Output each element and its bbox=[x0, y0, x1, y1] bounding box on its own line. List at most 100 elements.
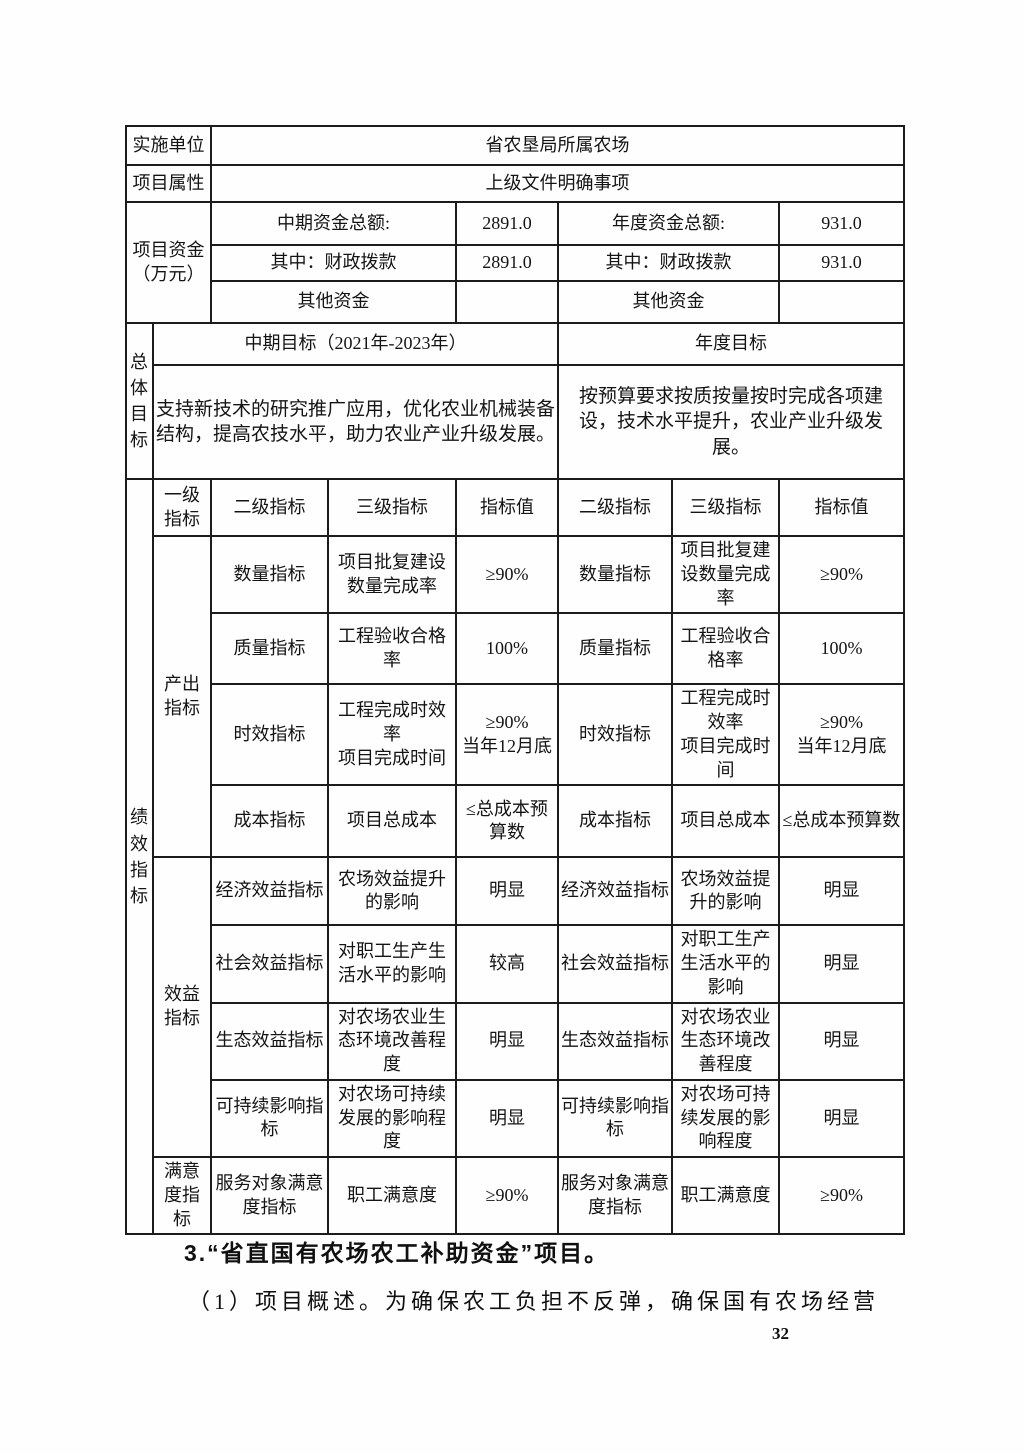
mid-fund-total-label: 中期资金总额: bbox=[210, 201, 457, 246]
value-cell: 较高 bbox=[455, 924, 559, 1004]
overall-goal-side-label: 总体目标 bbox=[125, 322, 154, 480]
year-fund-total-label: 年度资金总额: bbox=[557, 201, 780, 246]
l2-cell: 质量指标 bbox=[210, 612, 329, 686]
value-cell: 明显 bbox=[455, 1078, 559, 1159]
indicator-row: 社会效益指标 对职工生产生活水平的影响 较高 社会效益指标 对职工生产生活水平的… bbox=[126, 924, 905, 1004]
indicator-row: 时效指标 工程完成时效率 项目完成时间 ≥90% 当年12月底 时效指标 工程完… bbox=[126, 683, 905, 787]
l2-cell: 时效指标 bbox=[210, 683, 329, 787]
l3-cell: 工程完成时效率 项目完成时间 bbox=[327, 683, 457, 787]
r3-cell: 农场效益提升的影响 bbox=[671, 856, 780, 927]
value-cell: ≥90% bbox=[455, 1155, 559, 1236]
r3-cell: 项目批复建设数量完成率 bbox=[671, 534, 780, 615]
l2-cell: 成本指标 bbox=[210, 784, 329, 859]
l3-cell: 对农场农业生态环境改善程度 bbox=[327, 1001, 457, 1081]
r2-cell: 经济效益指标 bbox=[557, 856, 673, 927]
l3-cell: 农场效益提升的影响 bbox=[327, 856, 457, 927]
r3-cell: 对农场可持续发展的影响程度 bbox=[671, 1078, 780, 1159]
group-benefit-label: 效益指标 bbox=[152, 856, 212, 1158]
performance-side-label: 绩效指标 bbox=[125, 477, 154, 1236]
performance-table: 实施单位 省农垦局所属农场 项目属性 上级文件明确事项 项目资金 （万元） 中期… bbox=[125, 125, 905, 1236]
value-cell: 明显 bbox=[455, 1001, 559, 1081]
fund-label-cell: 项目资金 （万元） bbox=[125, 201, 212, 324]
rvalue-cell: 100% bbox=[778, 612, 905, 686]
rvalue-cell: 明显 bbox=[778, 1001, 905, 1081]
indicator-row: 成本指标 项目总成本 ≤总成本预算数 成本指标 项目总成本 ≤总成本预算数 bbox=[126, 784, 905, 859]
indicator-row: 效益指标 经济效益指标 农场效益提升的影响 明显 经济效益指标 农场效益提升的影… bbox=[126, 856, 905, 1158]
mid-goal-header: 中期目标（2021年-2023年） bbox=[152, 322, 559, 366]
r2-cell: 时效指标 bbox=[557, 683, 673, 787]
mid-goal-text: 支持新技术的研究推广应用，优化农业机械装备结构，提高农技水平，助力农业产业升级发… bbox=[152, 364, 559, 480]
r2-cell: 生态效益指标 bbox=[557, 1001, 673, 1081]
value-cell: 明显 bbox=[455, 856, 559, 927]
year-fiscal-value: 931.0 bbox=[778, 244, 905, 282]
r2-cell: 可持续影响指标 bbox=[557, 1078, 673, 1159]
table-row: 其他资金 其他资金 bbox=[126, 280, 905, 324]
group-output-label: 产出指标 bbox=[152, 534, 212, 859]
l2-cell: 经济效益指标 bbox=[210, 856, 329, 927]
header-value-year: 指标值 bbox=[778, 478, 905, 537]
r2-cell: 数量指标 bbox=[557, 534, 673, 615]
r3-cell: 对农场农业生态环境改善程度 bbox=[671, 1001, 780, 1081]
value-cell: ≤总成本预算数 bbox=[455, 784, 559, 859]
table-row: 项目属性 上级文件明确事项 bbox=[125, 164, 905, 203]
l2-cell: 生态效益指标 bbox=[210, 1001, 329, 1081]
rvalue-cell: ≥90% bbox=[778, 534, 905, 615]
year-other-fund-value bbox=[778, 280, 905, 324]
rvalue-cell: 明显 bbox=[778, 1078, 905, 1159]
body-paragraph: （1）项目概述。为确保农工负担不反弹，确保国有农场经营 bbox=[188, 1289, 880, 1314]
table-row: 项目资金 （万元） 中期资金总额: 2891.0 年度资金总额: 931.0 bbox=[125, 201, 905, 324]
table-row: 总体目标 中期目标（2021年-2023年） 年度目标 bbox=[125, 322, 905, 480]
mid-fund-total-value: 2891.0 bbox=[455, 201, 559, 246]
indicator-row: 质量指标 工程验收合格率 100% 质量指标 工程验收合格率 100% bbox=[126, 612, 905, 686]
indicator-row: 生态效益指标 对农场农业生态环境改善程度 明显 生态效益指标 对农场农业生态环境… bbox=[126, 1001, 905, 1081]
year-other-fund-label: 其他资金 bbox=[557, 280, 780, 324]
r2-cell: 成本指标 bbox=[557, 784, 673, 859]
r3-cell: 工程验收合格率 bbox=[671, 612, 780, 686]
rvalue-cell: ≥90% bbox=[778, 1155, 905, 1236]
year-goal-header: 年度目标 bbox=[557, 322, 905, 366]
l3-cell: 对职工生产生活水平的影响 bbox=[327, 924, 457, 1004]
rvalue-cell: 明显 bbox=[778, 924, 905, 1004]
rvalue-cell: 明显 bbox=[778, 856, 905, 927]
r3-cell: 职工满意度 bbox=[671, 1155, 780, 1236]
page-number: 32 bbox=[772, 1324, 789, 1343]
l2-cell: 服务对象满意度指标 bbox=[210, 1155, 329, 1236]
l3-cell: 职工满意度 bbox=[327, 1155, 457, 1236]
rvalue-cell: ≥90% 当年12月底 bbox=[778, 683, 905, 787]
header-level2-mid: 二级指标 bbox=[210, 478, 329, 537]
mid-other-fund-value bbox=[455, 280, 559, 324]
year-goal-text: 按预算要求按质按量按时完成各项建设，技术水平提升，农业产业升级发展。 bbox=[557, 364, 905, 480]
l3-cell: 项目总成本 bbox=[327, 784, 457, 859]
header-level2-year: 二级指标 bbox=[557, 478, 673, 537]
r3-cell: 项目总成本 bbox=[671, 784, 780, 859]
value-cell: 100% bbox=[455, 612, 559, 686]
table-row: 支持新技术的研究推广应用，优化农业机械装备结构，提高农技水平，助力农业产业升级发… bbox=[126, 364, 905, 480]
unit-value-cell: 省农垦局所属农场 bbox=[210, 125, 905, 166]
mid-fiscal-label: 其中：财政拨款 bbox=[210, 244, 457, 282]
l2-cell: 可持续影响指标 bbox=[210, 1078, 329, 1159]
value-cell: ≥90% 当年12月底 bbox=[455, 683, 559, 787]
indicator-row: 满意度指标 服务对象满意度指标 职工满意度 ≥90% 服务对象满意度指标 职工满… bbox=[126, 1155, 905, 1236]
year-fiscal-label: 其中：财政拨款 bbox=[557, 244, 780, 282]
attribute-label-cell: 项目属性 bbox=[125, 164, 212, 203]
table-row: 绩效指标 一级指标 二级指标 三级指标 指标值 二级指标 三级指标 指标值 bbox=[125, 477, 905, 1236]
header-level1: 一级指标 bbox=[152, 478, 212, 537]
r2-cell: 社会效益指标 bbox=[557, 924, 673, 1004]
table-row: 实施单位 省农垦局所属农场 bbox=[125, 125, 905, 166]
year-fund-total-value: 931.0 bbox=[778, 201, 905, 246]
table-row: 其中：财政拨款 2891.0 其中：财政拨款 931.0 bbox=[126, 244, 905, 282]
attribute-value-cell: 上级文件明确事项 bbox=[210, 164, 905, 203]
section-heading: 3.“省直国有农场农工补助资金”项目。 bbox=[184, 1240, 610, 1266]
unit-label-cell: 实施单位 bbox=[125, 125, 212, 166]
value-cell: ≥90% bbox=[455, 534, 559, 615]
l3-cell: 工程验收合格率 bbox=[327, 612, 457, 686]
l2-cell: 数量指标 bbox=[210, 534, 329, 615]
indicator-row: 可持续影响指标 对农场可持续发展的影响程度 明显 可持续影响指标 对农场可持续发… bbox=[126, 1078, 905, 1159]
r2-cell: 质量指标 bbox=[557, 612, 673, 686]
l3-cell: 对农场可持续发展的影响程度 bbox=[327, 1078, 457, 1159]
header-level3-year: 三级指标 bbox=[671, 478, 780, 537]
r3-cell: 工程完成时效率 项目完成时间 bbox=[671, 683, 780, 787]
header-value-mid: 指标值 bbox=[455, 478, 559, 537]
mid-other-fund-label: 其他资金 bbox=[210, 280, 457, 324]
